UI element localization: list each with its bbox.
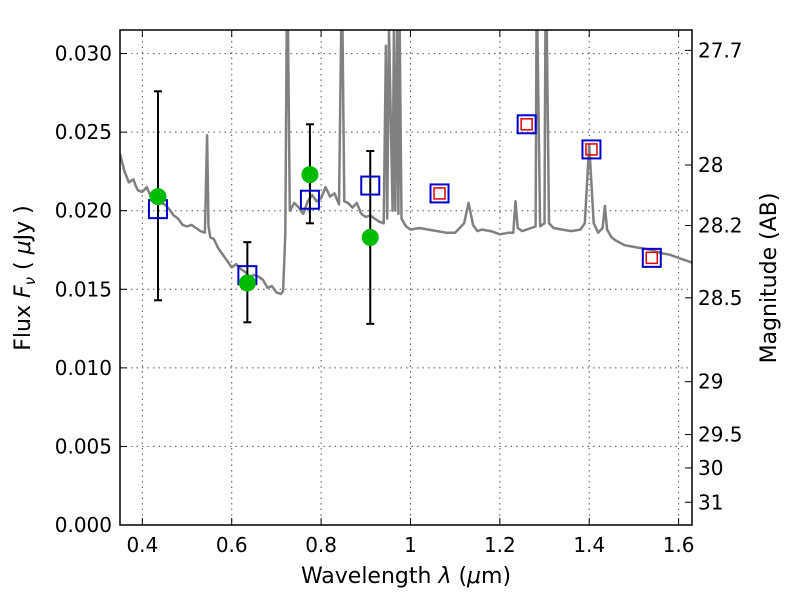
y2-tick-label: 28	[698, 153, 723, 177]
axis-ticks: 0.4 0.6 0.8 1 1.2 1.4 1.6 0.000 0.005 0.010 0.015 0…	[55, 30, 743, 557]
y2-tick-label: 27.7	[698, 38, 743, 62]
y-tick-label: 0.005	[55, 434, 112, 458]
model-square-marker	[360, 175, 381, 196]
y-axis-unit-mu: μ	[11, 240, 36, 255]
model-square-marker	[299, 189, 320, 210]
model-square-marker	[516, 114, 537, 135]
x-axis-symbol: λ	[437, 564, 451, 589]
y-tick-label: 0.015	[55, 277, 112, 301]
observed-flux-point	[149, 188, 167, 206]
x-tick-label: 1.4	[573, 533, 605, 557]
y2-axis-label: Magnitude (AB)	[757, 193, 782, 364]
y-axis-subscript: ν	[21, 277, 39, 285]
spectrum-line	[120, 30, 692, 296]
model-inner-square-marker	[645, 251, 659, 265]
y-tick-label: 0.030	[55, 42, 112, 66]
y2-tick-label: 30	[698, 456, 723, 480]
model-inner-square-marker	[520, 118, 533, 131]
y-tick-label: 0.020	[55, 199, 112, 223]
plot-frame	[119, 29, 693, 526]
y-tick-label: 0.010	[55, 356, 112, 380]
y-tick-label: 0.000	[55, 513, 112, 537]
y-axis-label: Flux Fν ( μJy )	[11, 205, 39, 350]
model-inner-square-marker	[585, 143, 598, 156]
y2-tick-label: 29.5	[698, 423, 743, 447]
x-tick-label: 1	[404, 533, 417, 557]
x-axis-unit: μ	[466, 564, 481, 589]
x-tick-label: 0.6	[216, 533, 248, 557]
model-square-marker	[641, 247, 662, 268]
y2-tick-label: 31	[698, 490, 723, 514]
y2-tick-label: 29	[698, 370, 723, 394]
model-square-marker	[429, 183, 450, 204]
y2-tick-label: 28.2	[698, 214, 743, 238]
observed-flux-point	[361, 228, 379, 246]
x-tick-label: 0.4	[126, 533, 158, 557]
x-tick-label: 1.2	[484, 533, 516, 557]
model-square-marker	[581, 139, 602, 160]
x-axis-label: Wavelength λ (μm)	[301, 564, 511, 589]
y2-tick-label: 28.5	[698, 286, 743, 310]
y-axis-unit-open: (	[11, 254, 36, 277]
observed-flux-point	[301, 166, 319, 184]
x-tick-label: 1.6	[663, 533, 695, 557]
grid-lines	[120, 30, 692, 526]
model-inner-square-marker	[433, 187, 446, 200]
observed-flux-point	[238, 274, 256, 292]
plot-area	[120, 30, 692, 325]
x-tick-label: 0.8	[305, 533, 337, 557]
y-axis-symbol: F	[11, 285, 36, 298]
y-tick-label: 0.025	[55, 120, 112, 144]
y-axis-unit-close: Jy )	[11, 205, 36, 242]
